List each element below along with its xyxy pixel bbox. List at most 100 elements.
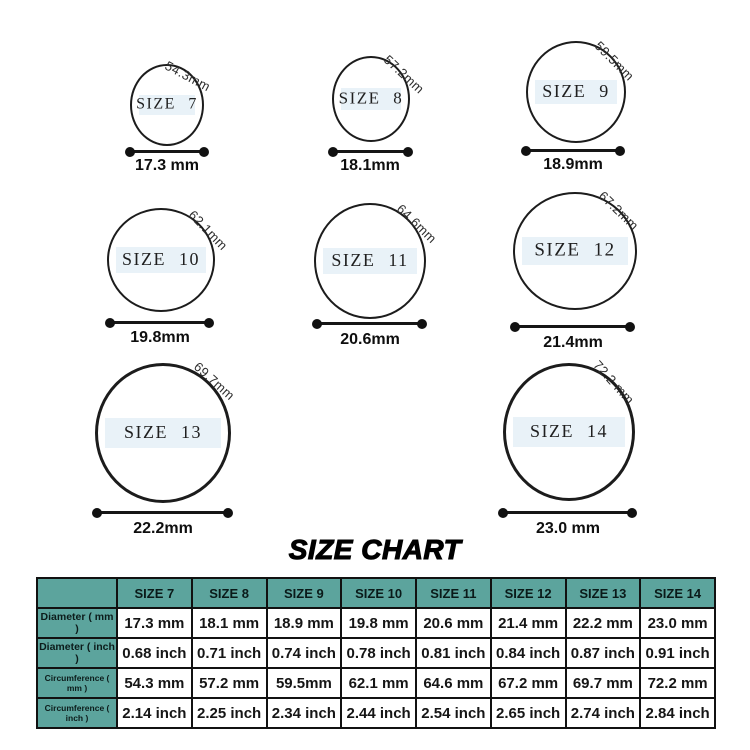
dimension-dot-left bbox=[92, 507, 102, 518]
table-header-cell: SIZE 8 bbox=[190, 577, 268, 609]
ring-highlight-band bbox=[105, 418, 221, 448]
table-cell: 18.1 mm bbox=[190, 607, 268, 639]
ring-highlight-band bbox=[341, 88, 401, 110]
table-row-label: Diameter ( mm ) bbox=[36, 607, 118, 639]
table-corner-cell bbox=[36, 577, 118, 609]
ring-circle: SIZE 12 bbox=[513, 192, 637, 310]
table-cell: 2.25 inch bbox=[190, 697, 268, 729]
table-row-label: Circumference ( inch ) bbox=[36, 697, 118, 729]
dimension-dot-right bbox=[223, 507, 233, 518]
diameter-value: 18.1mm bbox=[340, 157, 400, 174]
dimension-dot-left bbox=[125, 146, 135, 157]
dimension-dot-left bbox=[328, 146, 338, 157]
ring-size-label: SIZE 14 bbox=[530, 421, 608, 442]
table-cell: 57.2 mm bbox=[190, 667, 268, 699]
table-cell: 2.44 inch bbox=[340, 697, 417, 729]
diameter-value: 23.0 mm bbox=[535, 520, 601, 537]
diameter-line bbox=[498, 507, 637, 518]
ring-size-label: SIZE 8 bbox=[338, 88, 404, 108]
dimension-dot-left bbox=[498, 507, 508, 518]
table-row: Circumference ( inch ) 2.14 inch 2.25 inch… bbox=[36, 697, 716, 729]
table-cell: 2.14 inch bbox=[116, 697, 193, 729]
dimension-dot-right bbox=[204, 317, 214, 328]
diameter-value: 18.9mm bbox=[543, 156, 603, 173]
table-header-cell: SIZE 12 bbox=[489, 577, 567, 609]
page-title: SIZE CHART bbox=[288, 533, 462, 565]
ring-size-label: SIZE 13 bbox=[124, 422, 202, 443]
diameter-line bbox=[92, 507, 233, 518]
table-row: Diameter ( mm ) 17.3 mm 18.1 mm 18.9 mm 19.8… bbox=[36, 607, 716, 639]
table-header-cell: SIZE 11 bbox=[415, 577, 492, 609]
table-row: Diameter ( inch ) 0.68 inch 0.71 inch 0.74 … bbox=[36, 637, 716, 669]
diameter-value: 17.3 mm bbox=[134, 157, 200, 174]
table-cell: 2.84 inch bbox=[639, 697, 716, 729]
table-header-row: SIZE 7 SIZE 8 SIZE 9 SIZE 10 SIZE 11 SIZE 12 S… bbox=[36, 577, 716, 609]
diameter-line bbox=[125, 146, 209, 157]
table-cell: 20.6 mm bbox=[415, 607, 492, 639]
ring-size-label: SIZE 11 bbox=[331, 250, 409, 271]
diameter-line bbox=[312, 318, 427, 329]
ring-highlight-band bbox=[116, 247, 206, 273]
dimension-dot-right bbox=[199, 146, 209, 157]
diameter-line bbox=[105, 317, 214, 328]
dimension-dot-right bbox=[625, 321, 635, 332]
table-cell: 0.78 inch bbox=[340, 637, 417, 669]
dimension-dot-right bbox=[403, 146, 413, 157]
table-cell: 17.3 mm bbox=[116, 607, 193, 639]
table-header-cell: SIZE 13 bbox=[564, 577, 642, 609]
table-header-cell: SIZE 7 bbox=[116, 577, 193, 609]
table-row-label: Circumference ( mm ) bbox=[36, 667, 118, 699]
table-cell: 22.2 mm bbox=[564, 607, 642, 639]
table-cell: 69.7 mm bbox=[564, 667, 642, 699]
ring-circle: SIZE 11 bbox=[314, 203, 426, 319]
table-cell: 0.87 inch bbox=[564, 637, 642, 669]
ring-circle: SIZE 9 bbox=[526, 41, 626, 143]
diameter-value: 21.4mm bbox=[543, 334, 603, 351]
table-cell: 0.81 inch bbox=[415, 637, 492, 669]
ring-highlight-band bbox=[513, 417, 625, 447]
dimension-dot-right bbox=[627, 507, 637, 518]
table-cell: 67.2 mm bbox=[489, 667, 567, 699]
ring-circle: SIZE 8 bbox=[332, 56, 410, 142]
diameter-line bbox=[510, 321, 635, 332]
ring-circle: SIZE 7 bbox=[130, 64, 204, 146]
table-header-cell: SIZE 14 bbox=[639, 577, 716, 609]
table-cell: 62.1 mm bbox=[340, 667, 417, 699]
table-cell: 18.9 mm bbox=[265, 607, 343, 639]
table-row-label: Diameter ( inch ) bbox=[36, 637, 118, 669]
table-header-cell: SIZE 10 bbox=[340, 577, 417, 609]
ring-highlight-band bbox=[323, 248, 417, 274]
table-cell: 2.34 inch bbox=[265, 697, 343, 729]
table-cell: 23.0 mm bbox=[639, 607, 716, 639]
ring-circle: SIZE 10 bbox=[107, 208, 215, 312]
table-cell: 0.91 inch bbox=[639, 637, 716, 669]
diameter-value: 19.8mm bbox=[130, 329, 190, 346]
ring-highlight-band bbox=[139, 95, 195, 115]
diameter-value: 22.2mm bbox=[133, 520, 193, 537]
table-cell: 0.71 inch bbox=[190, 637, 268, 669]
dimension-dot-right bbox=[417, 318, 427, 329]
ring-size-label: SIZE 12 bbox=[534, 239, 616, 261]
table-cell: 59.5mm bbox=[265, 667, 343, 699]
table-cell: 19.8 mm bbox=[340, 607, 417, 639]
ring-size-label: SIZE 7 bbox=[136, 95, 198, 113]
dimension-dot-left bbox=[521, 145, 531, 156]
table-cell: 0.68 inch bbox=[116, 637, 193, 669]
table-header-cell: SIZE 9 bbox=[265, 577, 343, 609]
table-cell: 72.2 mm bbox=[639, 667, 716, 699]
diameter-line bbox=[328, 146, 413, 157]
table-cell: 0.74 inch bbox=[265, 637, 343, 669]
table-cell: 2.74 inch bbox=[564, 697, 642, 729]
dimension-dot-left bbox=[105, 317, 115, 328]
table-cell: 0.84 inch bbox=[489, 637, 567, 669]
ring-circle: SIZE 14 bbox=[503, 363, 635, 501]
table-cell: 54.3 mm bbox=[116, 667, 193, 699]
ring-highlight-band bbox=[522, 237, 628, 265]
size-table: SIZE 7 SIZE 8 SIZE 9 SIZE 10 SIZE 11 SIZE 12 S… bbox=[36, 577, 716, 729]
table-row: Circumference ( mm ) 54.3 mm 57.2 mm 59.5mm… bbox=[36, 667, 716, 699]
ring-highlight-band bbox=[535, 80, 617, 104]
table-cell: 64.6 mm bbox=[415, 667, 492, 699]
dimension-dot-left bbox=[510, 321, 520, 332]
diameter-value: 20.6mm bbox=[340, 331, 400, 348]
